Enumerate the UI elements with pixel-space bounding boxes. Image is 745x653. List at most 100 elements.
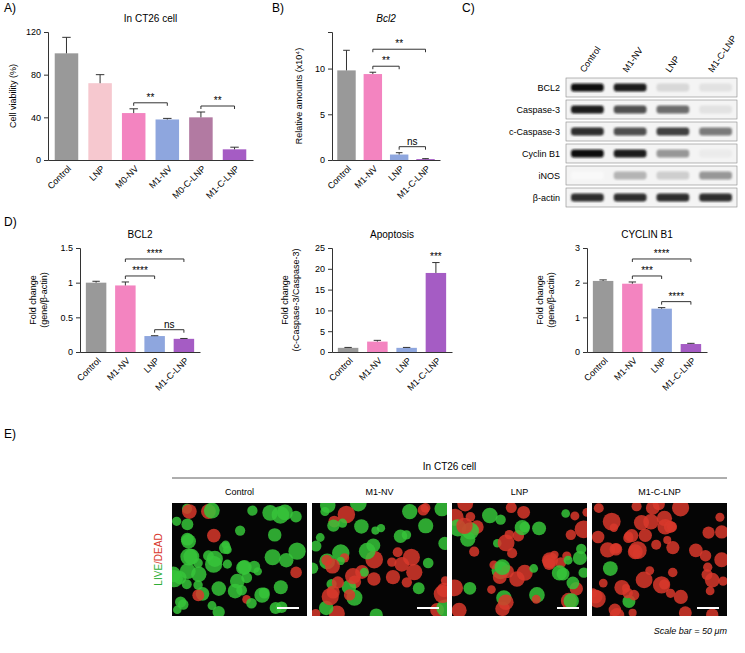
- dead-cell: [452, 603, 467, 616]
- tick-mark: [76, 283, 80, 284]
- dead-cell: [344, 589, 355, 600]
- micrograph-background: [452, 503, 587, 616]
- row-label: Cyclin B1: [522, 149, 560, 159]
- tick-mark: [328, 310, 332, 311]
- tick: 10: [315, 64, 332, 74]
- error-bar: [163, 118, 171, 119]
- blot-strip: [566, 100, 737, 119]
- error-cap: [92, 281, 99, 282]
- live-cell: [274, 580, 288, 594]
- panel-label: B): [272, 1, 284, 15]
- tick: 20: [315, 264, 332, 274]
- bar: [115, 285, 135, 352]
- micrograph-label: M1-NV: [365, 487, 393, 497]
- tick: LNP: [649, 352, 668, 375]
- live-cell: [434, 503, 447, 516]
- error-cap: [374, 340, 381, 341]
- dead-cell: [592, 589, 603, 603]
- error-bar: [658, 308, 665, 309]
- dead-cell: [639, 529, 652, 542]
- axis-line: [328, 249, 333, 353]
- plot-area: [593, 280, 701, 352]
- dead-cell: [550, 551, 558, 559]
- error-bar: [374, 340, 381, 341]
- tick: M1-C-LNP: [405, 352, 442, 393]
- dead-cell: [456, 518, 472, 534]
- tick: M1-NV: [147, 160, 174, 190]
- live-cell: [312, 541, 321, 552]
- axis-title: Fold change: [535, 275, 545, 325]
- tick: M1-C-LNP: [153, 352, 190, 393]
- significance-label: **: [382, 55, 390, 66]
- tick-label: 1.5: [60, 243, 73, 253]
- dead-cell: [643, 514, 658, 529]
- dead-cell: [706, 609, 718, 616]
- error-bar: [151, 335, 158, 336]
- dead-cell: [506, 503, 517, 513]
- chart: 0123ControlM1-NVLNPM1-C-LNPCYCLIN B1Fold…: [535, 229, 708, 393]
- panel-label: C): [462, 1, 475, 15]
- blot-strip: [566, 188, 737, 207]
- live-cell: [519, 522, 529, 532]
- tick: LNP: [142, 352, 161, 375]
- blot-band: [657, 84, 690, 92]
- bar: [144, 336, 164, 352]
- live-cell: [223, 560, 232, 569]
- error-cap: [180, 338, 187, 339]
- tick-mark: [328, 160, 332, 161]
- live-cell: [320, 503, 335, 513]
- live-cell: [181, 518, 193, 530]
- chart-title: In CT26 cell: [124, 13, 177, 24]
- tick: 0.5: [60, 313, 80, 323]
- tick-mark: [76, 317, 80, 318]
- dead-cell: [714, 552, 727, 567]
- blot-band: [699, 172, 732, 180]
- title-rule: [172, 478, 727, 479]
- row-label: BCL2: [537, 83, 560, 93]
- live-cell: [327, 519, 339, 531]
- error-bar: [370, 72, 377, 74]
- tick-label: M1-NV: [353, 164, 380, 191]
- panel-label: E): [4, 427, 16, 441]
- tick: LNP: [87, 160, 106, 183]
- tick-label: M1-C-LNP: [395, 164, 432, 201]
- micrograph-background: [312, 503, 447, 616]
- tick-label: 5: [320, 327, 325, 337]
- tick-label: LNP: [142, 356, 161, 375]
- bar: [189, 117, 213, 160]
- live-cell: [482, 508, 498, 524]
- tick: 10: [315, 306, 332, 316]
- chart: 0510ControlM1-NVLNPM1-C-LNPBcl2Relative …: [294, 13, 441, 201]
- live-cell: [172, 567, 181, 583]
- tick-label: 1: [575, 313, 580, 323]
- dead-cell: [312, 609, 320, 616]
- axis-title: (gene/β-actin): [546, 272, 556, 328]
- significance-bracket: [399, 147, 425, 150]
- axis-title: (gene/β-actin): [39, 272, 49, 328]
- error-bar: [629, 282, 636, 284]
- tick-mark: [44, 160, 48, 161]
- tick: 0: [320, 155, 332, 165]
- error-stem: [200, 112, 201, 117]
- tick-mark: [76, 248, 80, 249]
- dead-cell: [659, 579, 669, 589]
- dead-cell: [182, 504, 197, 519]
- tick: 0: [320, 347, 332, 357]
- live-cell: [564, 556, 573, 565]
- tick-label: 10: [315, 64, 325, 74]
- x-axis: ControlM1-NVLNPM1-C-LNP: [327, 352, 452, 393]
- error-bar: [96, 75, 104, 84]
- dead-cell: [498, 534, 515, 551]
- significance-bracket: [125, 276, 154, 279]
- tick: Control: [326, 160, 354, 191]
- tick: 120: [26, 27, 48, 37]
- x-axis: ControlM1-NVLNPM1-C-LNP: [75, 352, 200, 393]
- dead-cell: [664, 521, 676, 533]
- dead-cell: [592, 590, 606, 607]
- tick-label: M1-C-LNP: [405, 356, 442, 393]
- error-bar: [422, 158, 429, 159]
- error-cap: [403, 347, 410, 348]
- tick-label: 25: [315, 243, 325, 253]
- significance-label: ns: [164, 319, 175, 330]
- error-cap: [96, 74, 104, 75]
